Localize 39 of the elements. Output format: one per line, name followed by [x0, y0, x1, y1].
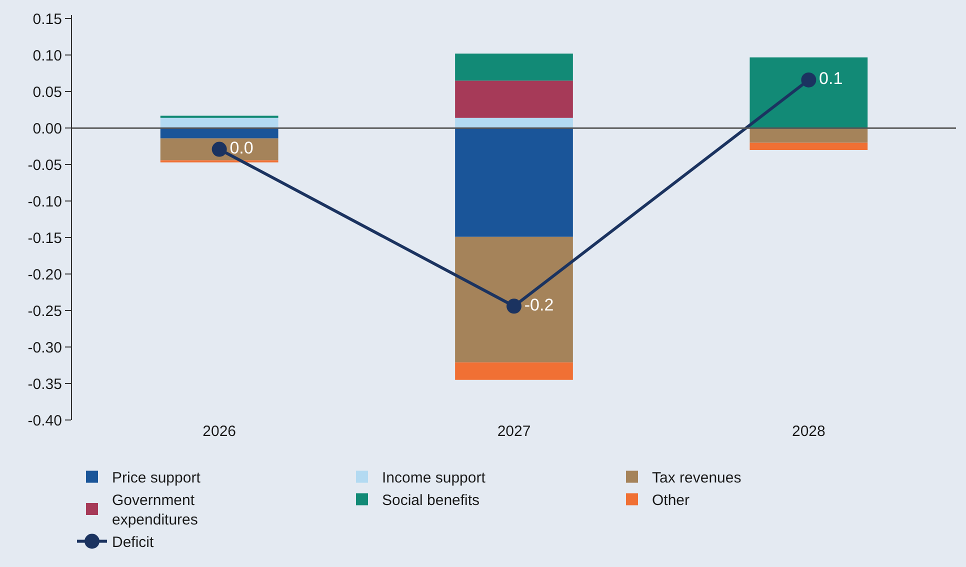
- bar: [750, 142, 868, 150]
- legend-label: Other: [652, 492, 690, 510]
- x-tick-label: 2028: [792, 423, 826, 440]
- y-tick-label: -0.20: [28, 266, 62, 284]
- y-tick-label: -0.40: [28, 412, 62, 430]
- bar: [455, 80, 573, 118]
- legend-label: Deficit: [112, 534, 155, 552]
- y-tick-label: 0.05: [32, 84, 62, 101]
- point: [212, 142, 227, 157]
- point: [801, 72, 816, 88]
- y-tick-label: 0.00: [32, 120, 62, 138]
- y-tick-label: -0.10: [28, 193, 62, 210]
- bar: [750, 57, 868, 128]
- y-tick-label: -0.05: [28, 156, 62, 174]
- x-tick-label: 2027: [497, 423, 531, 440]
- bar: [160, 118, 278, 128]
- data-label: 0.0: [230, 138, 254, 158]
- legend-label: Social benefits: [382, 492, 480, 510]
- bar: [455, 118, 573, 128]
- y-tick-label: -0.35: [28, 376, 62, 393]
- bar: [455, 54, 573, 81]
- y-tick-label: -0.15: [28, 230, 62, 247]
- bar: [455, 236, 573, 362]
- data-label: -0.2: [524, 295, 554, 314]
- legend-label: Price support: [112, 470, 202, 487]
- bar: [160, 128, 278, 138]
- data-label: 0.1: [819, 69, 843, 88]
- y-tick-label: -0.25: [28, 302, 62, 320]
- legend-label: Tax revenues: [652, 470, 742, 487]
- legend-label: Government expenditures: [112, 492, 198, 529]
- legend-label: Income support: [382, 470, 486, 487]
- y-tick-label: -0.30: [28, 339, 62, 356]
- bar: [455, 362, 573, 380]
- bar: [750, 128, 868, 143]
- x-tick-label: 2026: [202, 423, 236, 440]
- bar: [455, 128, 573, 237]
- y-tick-label: 0.15: [32, 10, 62, 28]
- point: [506, 298, 522, 314]
- y-tick-label: 0.10: [32, 47, 62, 64]
